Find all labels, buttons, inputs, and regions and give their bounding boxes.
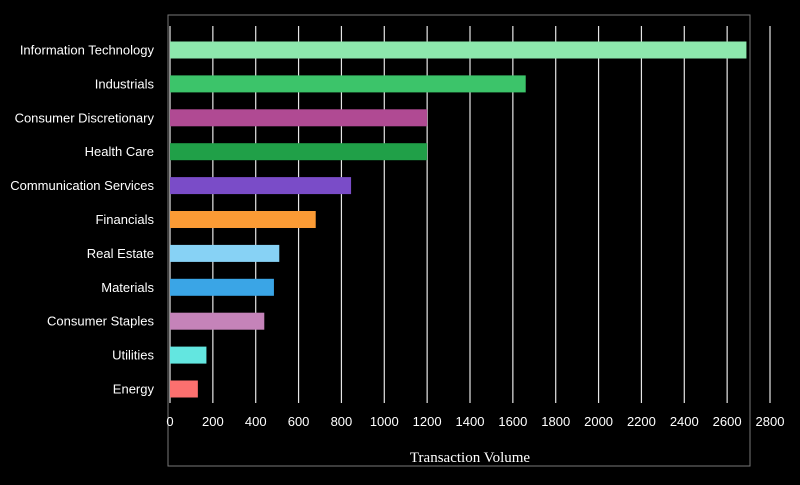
- bar: [170, 75, 526, 93]
- x-tick-label: 2600: [713, 414, 742, 429]
- x-tick-labels: 0 200 400 600 800 1000 1200 1400 1600 1800 2000 220…: [166, 414, 784, 429]
- x-axis-title: Transaction Volume: [410, 450, 530, 466]
- x-tick-label: 2400: [670, 414, 699, 429]
- x-tick-label: 1600: [498, 414, 527, 429]
- x-tick-label: 0: [166, 414, 173, 429]
- x-tick-label: 400: [245, 414, 267, 429]
- category-label: Consumer Staples: [47, 314, 154, 329]
- category-label: Industrials: [95, 76, 155, 91]
- category-label: Energy: [113, 382, 155, 397]
- category-label: Communication Services: [10, 178, 154, 193]
- bar: [170, 346, 207, 364]
- x-tick-label: 2200: [627, 414, 656, 429]
- bar: [170, 211, 316, 228]
- x-tick-label: 1200: [413, 414, 442, 429]
- x-tick-label: 1400: [456, 414, 485, 429]
- x-tick-label: 1800: [541, 414, 570, 429]
- bars: [170, 41, 747, 398]
- x-tick-label: 2000: [584, 414, 613, 429]
- category-label: Consumer Discretionary: [15, 110, 155, 125]
- category-label: Health Care: [85, 144, 154, 159]
- category-label: Financials: [95, 212, 154, 227]
- category-label: Materials: [101, 280, 154, 295]
- bar: [170, 177, 352, 195]
- category-labels: Information Technology Industrials Consume…: [10, 43, 154, 397]
- bar: [170, 41, 747, 59]
- bar: [170, 312, 265, 330]
- x-tick-label: 2800: [756, 414, 785, 429]
- bar: [170, 380, 198, 398]
- x-tick-label: 200: [202, 414, 224, 429]
- plot-frame: [167, 14, 751, 467]
- category-label: Information Technology: [20, 43, 155, 58]
- bar: [170, 244, 280, 262]
- bar: [170, 278, 274, 296]
- bar: [170, 143, 428, 161]
- x-tick-label: 600: [288, 414, 310, 429]
- x-tick-label: 1000: [370, 414, 399, 429]
- bar: [170, 109, 428, 127]
- category-label: Utilities: [112, 348, 154, 363]
- category-label: Real Estate: [87, 246, 154, 261]
- x-tick-label: 800: [331, 414, 353, 429]
